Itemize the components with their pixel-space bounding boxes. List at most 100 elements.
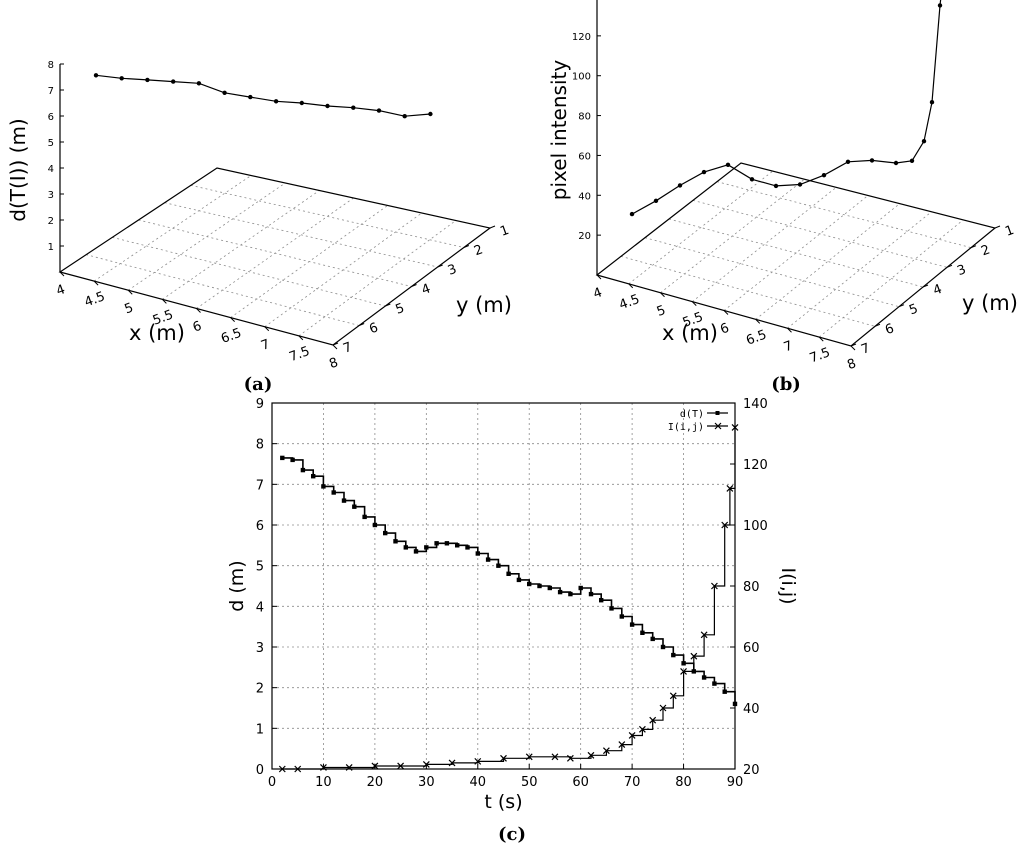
series-Iij-line	[282, 427, 736, 770]
legend-Iij-label: I(i,j)	[668, 422, 704, 433]
Iij-marker	[602, 747, 610, 755]
data-point	[821, 173, 827, 178]
dT-marker	[557, 589, 563, 595]
dT-marker	[506, 571, 511, 576]
dT-marker	[393, 539, 398, 544]
z-tick-label: 7	[48, 86, 54, 97]
x-tick-label: 30	[418, 775, 435, 790]
x-tick-label: 4.5	[617, 292, 642, 313]
legend-dT-label: d(T)	[680, 409, 704, 420]
y-tick-label: 2	[256, 682, 264, 697]
x-tick	[628, 283, 634, 289]
Iij-marker	[278, 765, 286, 773]
x-tick	[264, 326, 270, 332]
dT-marker	[547, 585, 552, 591]
x-tick	[755, 319, 761, 324]
dT-marker	[537, 583, 542, 589]
y-tick	[358, 323, 365, 326]
x-axis-label: x (m)	[129, 321, 185, 345]
dT-marker	[434, 541, 439, 546]
series-dT-line	[282, 457, 736, 704]
x-tick	[162, 299, 167, 304]
y-gridline	[164, 202, 438, 268]
data-point	[222, 90, 227, 96]
Iij-marker	[294, 765, 302, 773]
dT-marker	[609, 606, 614, 611]
data-point	[937, 3, 943, 8]
z-tick-label: 140	[572, 0, 591, 3]
dT-marker	[424, 545, 429, 550]
dT-marker	[650, 636, 655, 642]
data-point	[171, 79, 176, 84]
y-tick	[489, 225, 496, 229]
dT-marker	[485, 557, 491, 562]
y-gridline	[86, 254, 360, 326]
y2-tick-label: 80	[743, 580, 760, 595]
z-tick-label: 5	[48, 138, 54, 149]
dT-marker	[516, 577, 522, 583]
dT-marker	[352, 504, 357, 509]
data-point	[653, 198, 659, 203]
data-point	[725, 162, 731, 167]
y-gridline	[644, 237, 900, 308]
data-point	[845, 159, 851, 164]
y-tick-label: 1	[256, 722, 264, 737]
y2-tick-label: 120	[743, 458, 768, 473]
Iij-marker	[731, 423, 739, 431]
data-point	[797, 182, 803, 187]
Iij-marker	[422, 761, 430, 768]
y-tick	[385, 303, 391, 307]
dT-marker	[671, 652, 676, 658]
x-axis-label: x (m)	[662, 321, 718, 345]
dT-marker	[413, 549, 419, 554]
y-tick	[970, 245, 977, 249]
x-tick-label: 0	[268, 775, 276, 790]
dT-marker	[475, 551, 480, 556]
dT-marker	[300, 467, 306, 473]
y-tick	[898, 304, 905, 308]
dT-marker	[331, 490, 336, 495]
data-point	[196, 81, 202, 86]
panel-c-chart: 0 10 20 30 40 50 60 70 80 90 0 1 2 3 4 5 6 7 8 9 20 40 60 80 100…	[226, 397, 799, 813]
x-tick	[59, 271, 65, 277]
x-tick	[93, 280, 99, 286]
y-tick	[946, 264, 953, 268]
y-tick-label: 8	[256, 438, 264, 453]
Iij-marker	[551, 753, 559, 761]
dT-marker	[568, 591, 573, 597]
z-tick-label: 2	[48, 216, 54, 227]
y-gridline	[668, 218, 924, 288]
dT-marker	[280, 455, 285, 461]
x-tick	[723, 310, 729, 315]
x-tick	[691, 301, 697, 306]
Iij-marker	[721, 521, 729, 529]
data-point	[93, 73, 99, 78]
y-tick	[411, 284, 417, 287]
data-point	[351, 105, 356, 110]
x-tick-label: 70	[624, 775, 641, 790]
Iij-marker	[710, 582, 718, 590]
x-axis-label: t (s)	[484, 791, 522, 813]
legend-dT-marker	[715, 411, 720, 415]
caption-b: (b)	[771, 374, 801, 395]
y-axis-label: y (m)	[456, 293, 512, 317]
x-tick-label: 7.5	[808, 345, 833, 366]
y-gridline	[620, 255, 876, 327]
Iij-marker	[500, 754, 507, 762]
data-point	[921, 139, 927, 144]
dT-marker	[588, 591, 594, 597]
Iij-marker	[638, 725, 646, 733]
z-tick-label: 4	[48, 164, 54, 175]
x-tick	[230, 317, 235, 322]
dT-marker	[640, 630, 645, 635]
x-tick-label: 40	[470, 775, 487, 790]
x-tick-label: 6.5	[219, 326, 244, 347]
x-tick-label: 5.5	[151, 308, 176, 329]
y-tick-label: 9	[256, 397, 264, 412]
Iij-marker	[525, 753, 533, 761]
series-line	[95, 74, 431, 117]
x-tick-label: 7.5	[287, 344, 312, 365]
x-tick	[660, 292, 665, 298]
